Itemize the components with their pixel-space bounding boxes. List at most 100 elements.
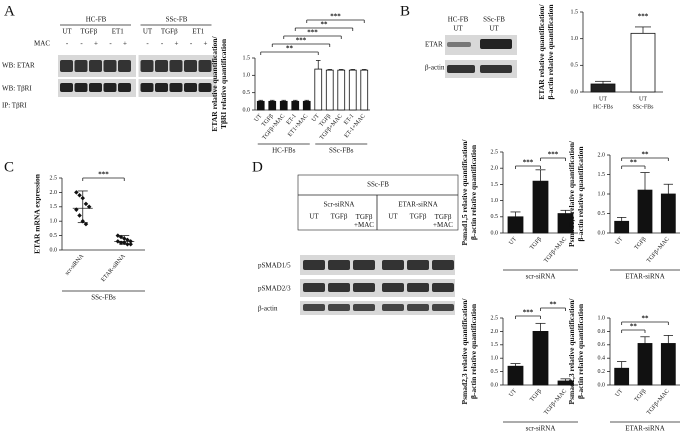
y-tick-label: 0.6 <box>598 342 606 348</box>
data-point <box>125 237 130 243</box>
blot-band <box>140 60 154 72</box>
y-tick-label: 1.0 <box>598 191 606 197</box>
sig-label: *** <box>296 37 307 45</box>
bar <box>256 100 265 111</box>
bar <box>557 213 574 234</box>
sig-label: *** <box>548 151 559 159</box>
blot-band <box>328 283 350 292</box>
x-group-label: SSc-FBs <box>632 104 654 110</box>
blot-band <box>447 65 475 73</box>
row-label: pSMAD1/5 <box>258 262 291 270</box>
blot-band <box>198 60 212 72</box>
y-tick-label: 0.8 <box>598 329 606 335</box>
y-tick-label: 1.0 <box>243 73 251 79</box>
y-tick-label: 0.5 <box>598 211 606 217</box>
data-point <box>118 240 124 246</box>
x-tick-label: scr-siRNA <box>64 253 85 277</box>
bar <box>630 32 656 93</box>
sig-label: *** <box>330 13 341 21</box>
blot-band <box>155 60 168 72</box>
y-tick-label: 0.5 <box>571 63 579 69</box>
blot-band <box>89 60 102 72</box>
sig-label: ** <box>550 301 558 309</box>
bar <box>637 343 653 386</box>
blot-band <box>432 260 454 270</box>
y-axis-label: Psmad2,3 relative quantification/ <box>460 298 469 405</box>
y-axis-label: β-actin relative quantification <box>576 303 585 399</box>
x-axis-label: scr-siRNA <box>526 425 556 433</box>
data-point <box>77 193 82 198</box>
y-tick-label: 0.0 <box>243 107 251 113</box>
lane-label: UT <box>62 28 72 36</box>
y-tick-label: 0.0 <box>50 247 58 253</box>
x-tick-label: TGFβ+MAC <box>543 388 568 416</box>
blot-band <box>407 304 429 311</box>
blot-band <box>103 60 117 72</box>
blot-group: ETAR-siRNA <box>398 201 438 209</box>
y-tick-label: 0.2 <box>598 369 606 375</box>
blot-band <box>382 304 404 311</box>
sig-label: ** <box>642 315 650 323</box>
x-tick-label: UT <box>254 113 264 123</box>
bar <box>268 100 277 111</box>
y-tick-label: 1.5 <box>571 9 579 15</box>
data-point <box>125 241 130 247</box>
row-label: ETAR <box>425 41 443 49</box>
y-axis-label: β-actin relative quantification <box>469 303 478 399</box>
lane-label: ET1 <box>192 28 205 36</box>
mac-sign: - <box>109 40 112 48</box>
y-tick-label: 2.5 <box>491 315 499 321</box>
y-tick-label: 0.0 <box>571 89 579 95</box>
blot-band <box>480 65 512 73</box>
blot-band <box>382 260 404 270</box>
sig-label: *** <box>98 171 109 179</box>
x-tick-label: TGFβ <box>529 388 543 403</box>
y-tick-label: 1.0 <box>50 219 58 225</box>
blot-band <box>432 283 454 292</box>
row-label: pSMAD2/3 <box>258 285 291 293</box>
y-tick-label: 2.0 <box>491 329 499 335</box>
sig-label: ** <box>630 159 638 167</box>
x-group-label: HC-FBs <box>272 147 296 155</box>
y-axis-label: Psmad1,5 relative quantification/ <box>460 139 469 246</box>
lane-label: ET1 <box>112 28 125 36</box>
y-tick-label: 2.0 <box>491 166 499 172</box>
sig-label: ** <box>642 151 650 159</box>
x-tick-label: UT <box>615 388 625 398</box>
blot-group: SSc-FB <box>166 16 188 24</box>
blot-band <box>407 260 429 270</box>
y-tick-label: 0.5 <box>491 214 499 220</box>
bar <box>614 220 630 234</box>
bar <box>507 216 524 234</box>
bar <box>590 83 616 93</box>
y-tick-label: 0.4 <box>598 356 606 362</box>
x-group-label: HC-FBs <box>593 104 614 110</box>
blot-band <box>74 83 88 92</box>
blot-group: SSc-FB <box>483 16 505 24</box>
x-tick-label: UT <box>311 113 321 123</box>
y-tick-label: 0.0 <box>598 382 606 388</box>
lane-label: TGFβ <box>410 213 427 221</box>
sig-label: *** <box>638 13 649 21</box>
lane-label: UT <box>388 213 398 221</box>
y-tick-label: 0.0 <box>491 230 499 236</box>
y-tick-label: 1.5 <box>598 172 606 178</box>
y-axis-label: ETAR relative quantification/ <box>537 4 546 100</box>
y-tick-label: 2.0 <box>598 152 606 158</box>
blot-band <box>353 260 375 270</box>
x-tick-label: TGFβ+MAC <box>543 236 568 264</box>
blot-band <box>184 60 197 72</box>
y-tick-label: 2.5 <box>491 149 499 155</box>
blot-title: SSc-FB <box>367 181 389 189</box>
x-tick-label: UT <box>639 96 647 102</box>
blot-band <box>169 83 183 92</box>
blot-band <box>407 283 429 292</box>
sig-label: *** <box>523 159 534 167</box>
bar <box>637 189 653 234</box>
row-label: IP: TβRI <box>2 102 27 110</box>
data-point <box>77 213 82 218</box>
y-tick-label: 1.0 <box>491 356 499 362</box>
mac-sign: + <box>123 40 127 48</box>
x-tick-label: TGFβ+MAC <box>646 236 671 264</box>
blot-band <box>103 83 117 92</box>
